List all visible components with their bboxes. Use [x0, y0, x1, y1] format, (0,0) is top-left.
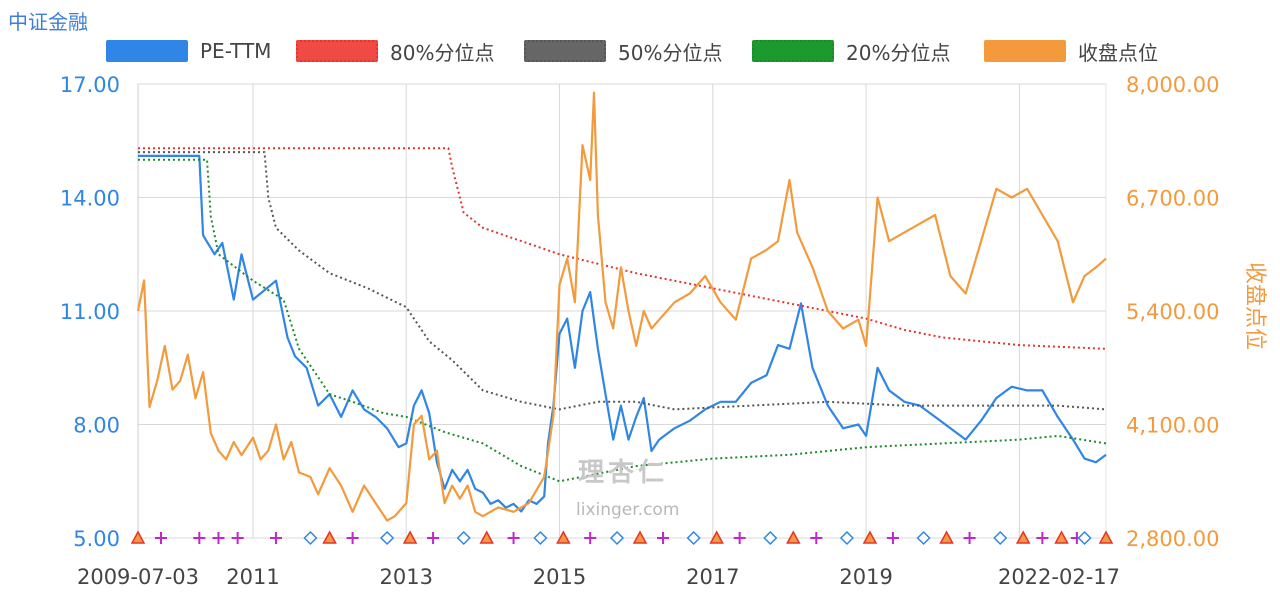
marker-diamond — [993, 530, 1008, 546]
y-left-tick-label: 5.00 — [73, 527, 120, 551]
marker-triangle — [1098, 530, 1114, 544]
y-left-tick-label: 17.00 — [60, 73, 120, 97]
marker-triangle — [1054, 530, 1069, 544]
legend-item-80pct[interactable]: 80%分位点 — [296, 36, 494, 66]
marker-plus — [269, 532, 282, 544]
marker-plus — [231, 532, 244, 544]
x-tick-label: 2017 — [686, 565, 739, 589]
marker-plus — [507, 532, 520, 544]
marker-plus — [193, 532, 206, 544]
marker-diamond — [533, 530, 548, 546]
marker-diamond — [1077, 530, 1092, 546]
marker-triangle — [479, 530, 494, 544]
marker-triangle — [786, 530, 801, 544]
marker-triangle — [1015, 530, 1031, 544]
marker-plus — [657, 532, 670, 544]
x-tick-label: 2019 — [839, 565, 892, 589]
marker-plus — [212, 532, 225, 544]
marker-plus — [810, 532, 823, 544]
marker-diamond — [763, 530, 778, 546]
series-line-2 — [138, 151, 1107, 411]
marker-diamond — [380, 530, 395, 546]
series-line-1 — [138, 147, 1107, 350]
legend-item-20pct[interactable]: 20%分位点 — [752, 36, 950, 66]
y-right-tick-label: 6,700.00 — [1126, 187, 1220, 211]
x-tick-label: 2011 — [226, 565, 279, 589]
y-right-axis-label: 收盘点位 — [1242, 262, 1267, 350]
y-left-tick-label: 11.00 — [60, 300, 120, 324]
legend-label-20pct: 20%分位点 — [846, 40, 951, 65]
y-right-tick-label: 4,100.00 — [1126, 414, 1220, 438]
legend-label-close: 收盘点位 — [1078, 40, 1158, 65]
legend-swatch-20pct — [752, 40, 834, 62]
legend-swatch-50pct — [524, 40, 606, 62]
marker-plus — [1036, 532, 1049, 544]
marker-diamond — [839, 530, 855, 546]
marker-plus — [584, 532, 597, 544]
x-tick-label: 2022-02-17 — [998, 565, 1120, 589]
legend-item-close[interactable]: 收盘点位 — [984, 36, 1158, 66]
y-right-tick-label: 8,000.00 — [1126, 73, 1220, 97]
legend-swatch-close — [984, 40, 1066, 62]
chart-title: 中证金融 — [8, 10, 88, 34]
marker-plus — [886, 532, 899, 544]
legend-label-80pct: 80%分位点 — [390, 40, 495, 65]
marker-triangle — [632, 530, 648, 544]
marker-diamond — [916, 530, 931, 546]
legend-item-50pct[interactable]: 50%分位点 — [524, 36, 722, 66]
watermark-logo: 理杏仁 — [578, 458, 669, 488]
marker-triangle — [322, 530, 337, 544]
watermark-url: lixinger.com — [576, 500, 680, 520]
marker-diamond — [303, 530, 318, 546]
x-tick-label: 2009-07-03 — [77, 565, 199, 589]
marker-diamond — [456, 530, 471, 546]
series-line-3 — [138, 158, 1107, 483]
legend-swatch-80pct — [296, 40, 378, 62]
marker-diamond — [609, 530, 625, 546]
legend-swatch-pe-ttm — [106, 40, 188, 62]
marker-triangle — [402, 530, 418, 544]
legend-label-50pct: 50%分位点 — [618, 40, 723, 65]
x-tick-label: 2013 — [380, 565, 433, 589]
x-tick-label: 2015 — [533, 565, 586, 589]
legend-item-pe-ttm[interactable]: PE-TTM — [106, 36, 271, 66]
marker-triangle — [939, 530, 954, 544]
marker-plus — [154, 532, 167, 544]
y-right-tick-label: 5,400.00 — [1126, 300, 1220, 324]
marker-plus — [346, 532, 359, 544]
marker-diamond — [686, 530, 701, 546]
marker-plus — [963, 532, 976, 544]
y-left-tick-label: 8.00 — [73, 414, 120, 438]
marker-triangle — [709, 530, 724, 544]
marker-plus — [427, 532, 440, 544]
y-left-tick-label: 14.00 — [60, 187, 120, 211]
y-right-tick-label: 2,800.00 — [1126, 527, 1220, 551]
marker-triangle — [130, 530, 146, 544]
series-line-4 — [136, 91, 1107, 522]
marker-triangle — [862, 530, 878, 544]
marker-triangle — [556, 530, 571, 544]
legend-label-pe-ttm: PE-TTM — [200, 39, 272, 63]
marker-plus — [733, 532, 746, 544]
legend: PE-TTM 80%分位点 50%分位点 20%分位点 收盘点位 — [0, 36, 1280, 66]
series-line-0 — [138, 154, 1107, 513]
